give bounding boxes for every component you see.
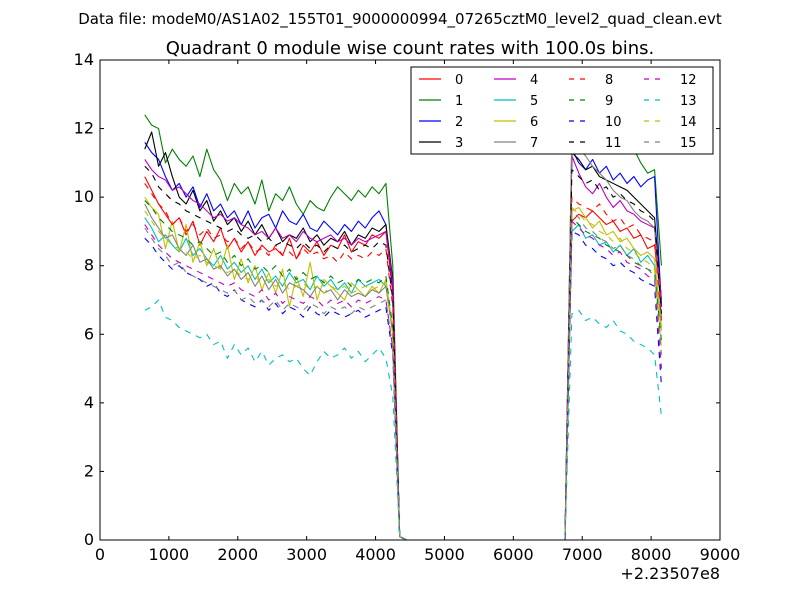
series-line-11: [144, 165, 662, 541]
x-tick-label: 5000: [424, 545, 465, 564]
y-tick-label: 4: [84, 393, 94, 412]
legend-label-11: 11: [605, 136, 622, 151]
legend-label-5: 5: [530, 94, 538, 109]
legend-label-3: 3: [455, 136, 463, 151]
series-line-5: [144, 217, 662, 541]
y-tick-label: 8: [84, 256, 94, 275]
series-line-7: [144, 134, 662, 541]
plot-frame: [99, 59, 721, 541]
y-tick-label: 6: [84, 324, 94, 343]
series-line-2: [144, 141, 662, 541]
y-tick-label: 2: [84, 461, 94, 480]
y-tick-label: 14: [74, 50, 94, 69]
legend-label-13: 13: [680, 94, 697, 109]
legend-label-12: 12: [680, 73, 697, 88]
figure-suptitle: Data file: modeM0/AS1A02_155T01_90000009…: [78, 10, 722, 29]
y-tick-label: 12: [74, 119, 94, 138]
x-tick-label: 0: [95, 545, 105, 564]
x-tick-label: 8000: [631, 545, 672, 564]
plot-area: [144, 110, 662, 541]
legend-label-10: 10: [605, 115, 622, 130]
x-tick-label: 1000: [149, 545, 190, 564]
series-line-9: [144, 200, 662, 541]
x-tick-label: 9000: [700, 545, 741, 564]
x-tick-label: 4000: [355, 545, 396, 564]
legend-label-8: 8: [605, 73, 613, 88]
series-line-14: [144, 206, 662, 541]
x-offset-label: +2.23507e8: [620, 564, 720, 583]
legend-label-9: 9: [605, 94, 613, 109]
x-tick-label: 3000: [286, 545, 327, 564]
legend-label-2: 2: [455, 115, 463, 130]
legend-label-7: 7: [530, 136, 538, 151]
axis-ticks: 0 1000 2000 3000 4000 5000 6000 7000 8000 9000 0 2 4…: [74, 50, 741, 564]
x-tick-label: 2000: [217, 545, 258, 564]
series-line-1: [144, 110, 662, 541]
series-line-0: [144, 176, 662, 541]
series-line-6: [144, 196, 662, 541]
y-tick-label: 10: [74, 187, 94, 206]
y-tick-label: 0: [84, 530, 94, 549]
legend-label-1: 1: [455, 94, 463, 109]
chart-title: Quadrant 0 module wise count rates with …: [166, 38, 655, 59]
legend-box: [410, 66, 714, 155]
legend-label-0: 0: [455, 73, 463, 88]
legend-label-15: 15: [680, 136, 697, 151]
series-line-8: [144, 183, 662, 541]
legend-label-14: 14: [680, 115, 697, 130]
x-tick-label: 6000: [493, 545, 534, 564]
series-line-10: [144, 230, 662, 541]
x-tick-label: 7000: [562, 545, 603, 564]
legend-label-4: 4: [530, 73, 538, 88]
series-line-15: [144, 210, 662, 541]
series-line-4: [144, 155, 662, 541]
series-line-13: [144, 299, 662, 541]
legend-label-6: 6: [530, 115, 538, 130]
series-line-3: [144, 131, 662, 541]
